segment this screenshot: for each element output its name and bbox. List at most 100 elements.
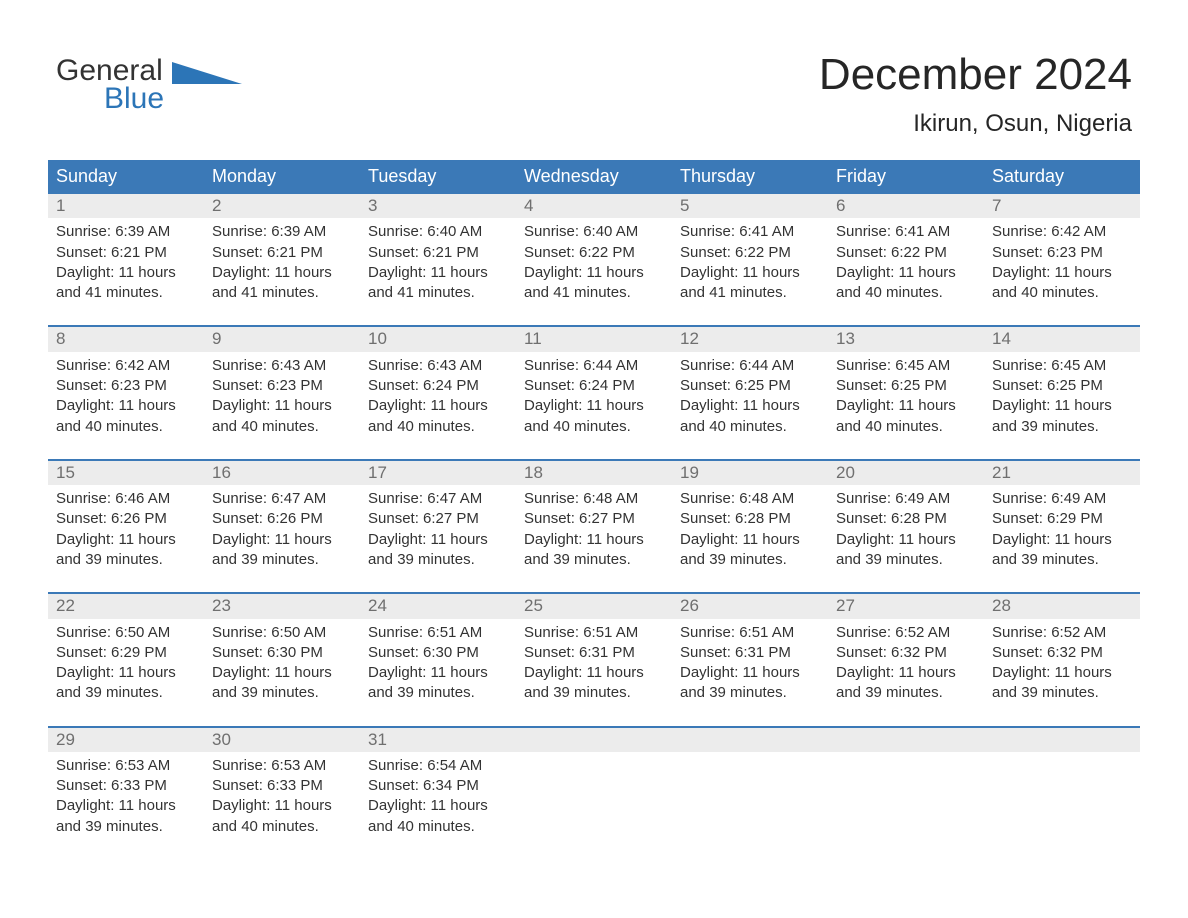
day-cell: Sunrise: 6:51 AMSunset: 6:30 PMDaylight:… [360,619,516,726]
daylight-line1: Daylight: 11 hours [836,663,978,683]
calendar: Sunday Monday Tuesday Wednesday Thursday… [48,160,1140,859]
daylight-line1: Daylight: 11 hours [368,530,510,550]
day-number: . [516,728,672,752]
title-location: Ikirun, Osun, Nigeria [819,110,1132,138]
daylight-line1: Daylight: 11 hours [524,663,666,683]
day-cell: Sunrise: 6:50 AMSunset: 6:29 PMDaylight:… [48,619,204,726]
sunrise-text: Sunrise: 6:50 AM [212,623,354,643]
sunset-text: Sunset: 6:22 PM [680,243,822,263]
sunrise-text: Sunrise: 6:53 AM [212,756,354,776]
day-number: 26 [672,594,828,618]
sunrise-text: Sunrise: 6:47 AM [212,489,354,509]
sunrise-text: Sunrise: 6:51 AM [524,623,666,643]
daylight-line2: and 39 minutes. [212,683,354,703]
daylight-line1: Daylight: 11 hours [56,263,198,283]
sunset-text: Sunset: 6:28 PM [680,509,822,529]
day-number: 20 [828,461,984,485]
daylight-line2: and 41 minutes. [56,283,198,303]
sunset-text: Sunset: 6:21 PM [368,243,510,263]
sunset-text: Sunset: 6:30 PM [212,643,354,663]
day-cell: .... [828,752,984,859]
sunset-text: Sunset: 6:32 PM [992,643,1134,663]
daylight-line2: and 40 minutes. [212,417,354,437]
day-cell: .... [516,752,672,859]
day-number: 30 [204,728,360,752]
sunset-text: Sunset: 6:22 PM [524,243,666,263]
daylight-line2: and 39 minutes. [368,550,510,570]
dow-sunday: Sunday [48,160,204,194]
daylight-line2: and 40 minutes. [368,417,510,437]
daylight-line2: and 40 minutes. [368,817,510,837]
sunset-text: Sunset: 6:29 PM [56,643,198,663]
day-number: 31 [360,728,516,752]
day-number-strip: 1234567 [48,194,1140,218]
day-number: 13 [828,327,984,351]
day-cell: Sunrise: 6:43 AMSunset: 6:24 PMDaylight:… [360,352,516,459]
day-cell: Sunrise: 6:42 AMSunset: 6:23 PMDaylight:… [984,218,1140,325]
sunset-text: Sunset: 6:23 PM [992,243,1134,263]
daylight-line1: Daylight: 11 hours [836,396,978,416]
sunset-text: Sunset: 6:30 PM [368,643,510,663]
daylight-line2: and 40 minutes. [992,283,1134,303]
day-number: 7 [984,194,1140,218]
daylight-line1: Daylight: 11 hours [368,396,510,416]
sunset-text: Sunset: 6:22 PM [836,243,978,263]
daylight-line1: Daylight: 11 hours [368,263,510,283]
title-month: December 2024 [819,50,1132,100]
sunrise-text: Sunrise: 6:49 AM [836,489,978,509]
day-number: 18 [516,461,672,485]
daylight-line1: Daylight: 11 hours [524,396,666,416]
day-cell: Sunrise: 6:47 AMSunset: 6:26 PMDaylight:… [204,485,360,592]
day-cell: Sunrise: 6:49 AMSunset: 6:28 PMDaylight:… [828,485,984,592]
day-number: 25 [516,594,672,618]
week-row: 1234567Sunrise: 6:39 AMSunset: 6:21 PMDa… [48,194,1140,325]
day-cell: Sunrise: 6:43 AMSunset: 6:23 PMDaylight:… [204,352,360,459]
day-number: 27 [828,594,984,618]
day-number: . [828,728,984,752]
sunset-text: Sunset: 6:34 PM [368,776,510,796]
sunset-text: Sunset: 6:28 PM [836,509,978,529]
day-number: 16 [204,461,360,485]
dow-thursday: Thursday [672,160,828,194]
day-number-strip: 15161718192021 [48,461,1140,485]
day-body-row: Sunrise: 6:46 AMSunset: 6:26 PMDaylight:… [48,485,1140,592]
day-cell: .... [672,752,828,859]
day-number: . [672,728,828,752]
day-cell: Sunrise: 6:40 AMSunset: 6:22 PMDaylight:… [516,218,672,325]
day-number: 6 [828,194,984,218]
day-number: 15 [48,461,204,485]
day-cell: Sunrise: 6:53 AMSunset: 6:33 PMDaylight:… [204,752,360,859]
daylight-line2: and 39 minutes. [56,817,198,837]
daylight-line2: and 39 minutes. [212,550,354,570]
sunset-text: Sunset: 6:25 PM [836,376,978,396]
daylight-line2: and 39 minutes. [524,550,666,570]
daylight-line1: Daylight: 11 hours [212,396,354,416]
sunrise-text: Sunrise: 6:49 AM [992,489,1134,509]
sunrise-text: Sunrise: 6:45 AM [992,356,1134,376]
dow-header-row: Sunday Monday Tuesday Wednesday Thursday… [48,160,1140,194]
day-body-row: Sunrise: 6:53 AMSunset: 6:33 PMDaylight:… [48,752,1140,859]
day-cell: Sunrise: 6:51 AMSunset: 6:31 PMDaylight:… [672,619,828,726]
day-number: 10 [360,327,516,351]
day-number: 1 [48,194,204,218]
sunrise-text: Sunrise: 6:51 AM [368,623,510,643]
day-cell: Sunrise: 6:54 AMSunset: 6:34 PMDaylight:… [360,752,516,859]
day-cell: Sunrise: 6:41 AMSunset: 6:22 PMDaylight:… [828,218,984,325]
week-row: 891011121314Sunrise: 6:42 AMSunset: 6:23… [48,325,1140,458]
day-cell: Sunrise: 6:52 AMSunset: 6:32 PMDaylight:… [984,619,1140,726]
daylight-line1: Daylight: 11 hours [368,796,510,816]
daylight-line1: Daylight: 11 hours [56,796,198,816]
day-cell: Sunrise: 6:40 AMSunset: 6:21 PMDaylight:… [360,218,516,325]
day-number: 22 [48,594,204,618]
daylight-line2: and 39 minutes. [836,550,978,570]
sunset-text: Sunset: 6:27 PM [368,509,510,529]
daylight-line1: Daylight: 11 hours [680,663,822,683]
day-cell: Sunrise: 6:46 AMSunset: 6:26 PMDaylight:… [48,485,204,592]
sunset-text: Sunset: 6:25 PM [680,376,822,396]
dow-tuesday: Tuesday [360,160,516,194]
day-number: 12 [672,327,828,351]
daylight-line1: Daylight: 11 hours [992,263,1134,283]
day-body-row: Sunrise: 6:50 AM Sunset: 6:29 PM Daylight:… [48,619,1140,726]
day-cell: Sunrise: 6:51 AMSunset: 6:31 PMDaylight:… [516,619,672,726]
sunset-text: Sunset: 6:27 PM [524,509,666,529]
